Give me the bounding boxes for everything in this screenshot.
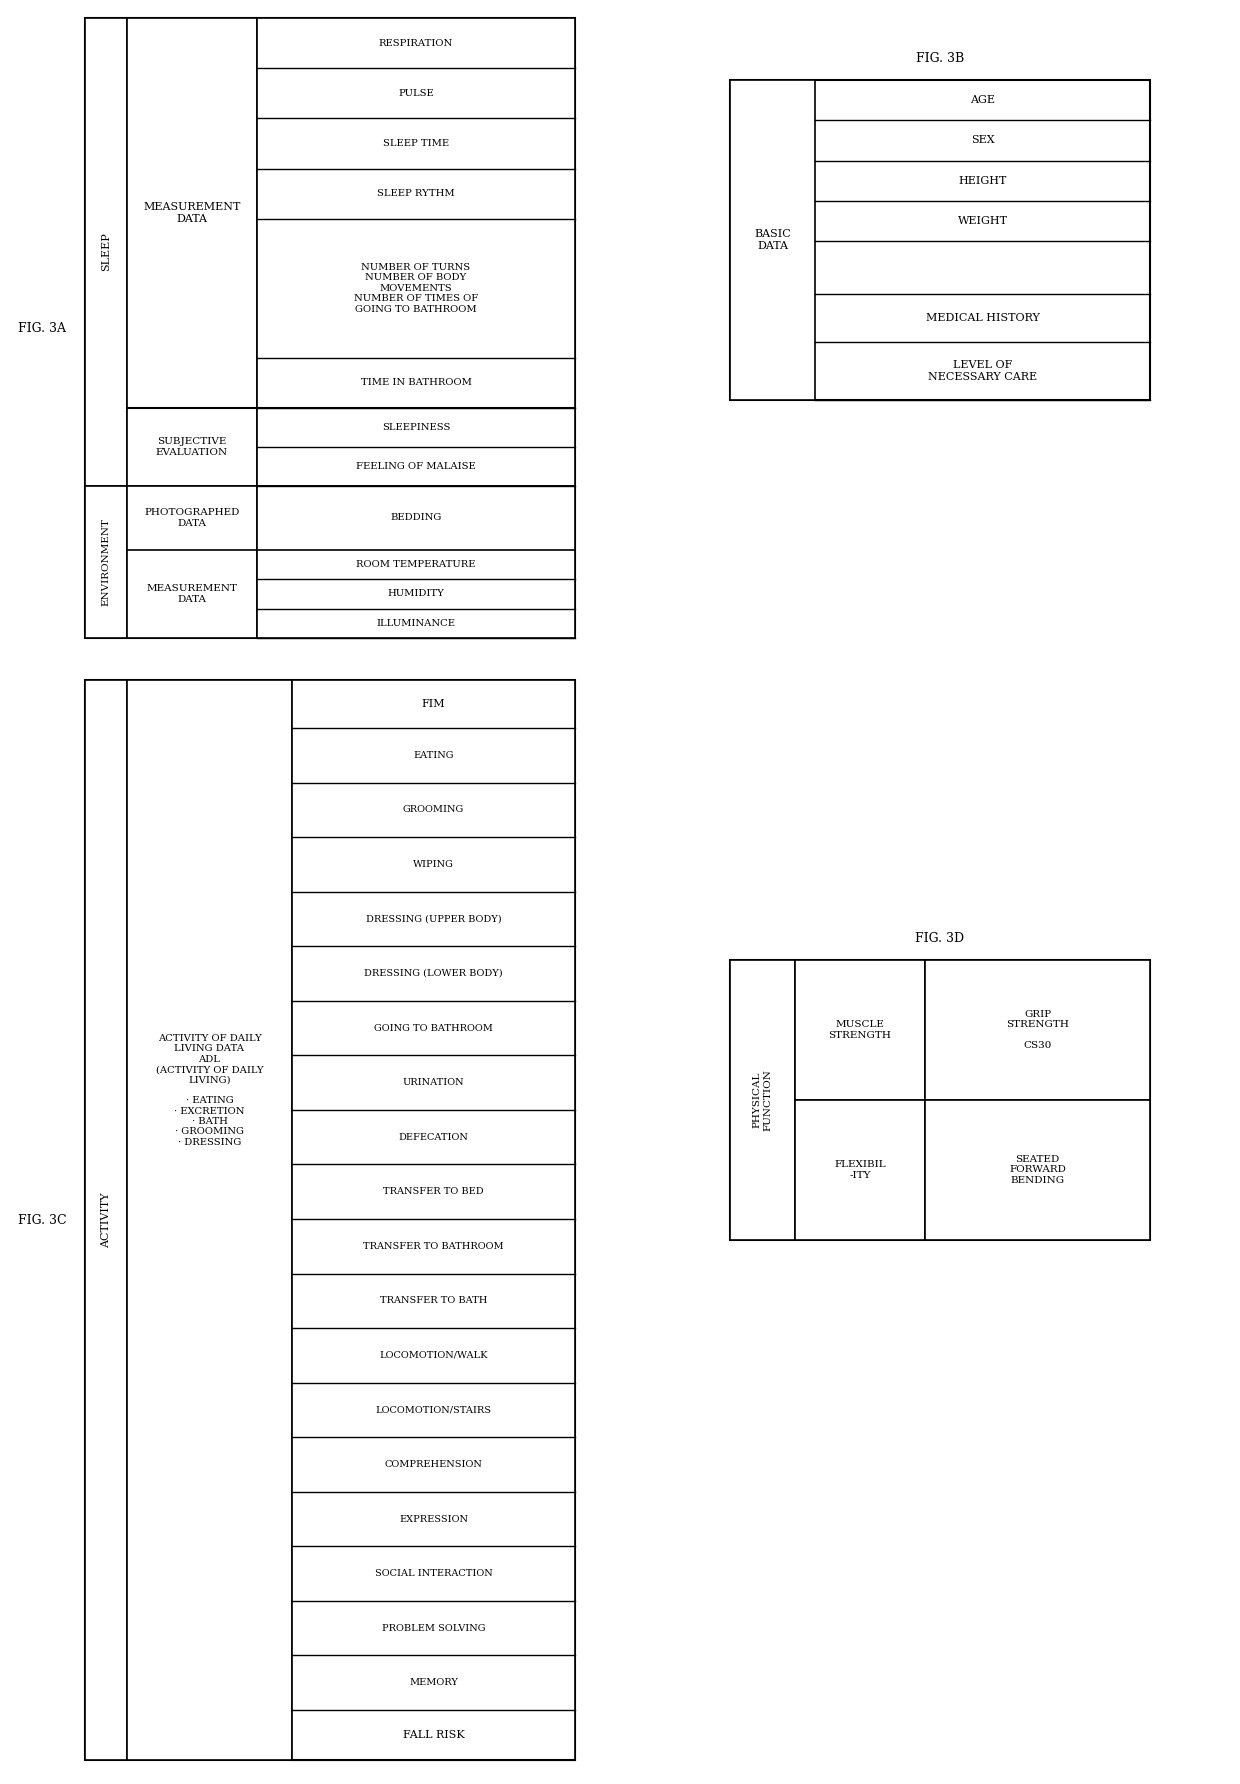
Text: AGE: AGE [970, 95, 994, 105]
Text: MUSCLE
STRENGTH: MUSCLE STRENGTH [828, 1020, 892, 1040]
Bar [86, 680, 126, 1761]
Text: SLEEP RYTHM: SLEEP RYTHM [377, 189, 455, 198]
Text: FLEXIBIL
-ITY: FLEXIBIL -ITY [835, 1160, 885, 1179]
Bar [291, 680, 575, 1761]
Text: SUBJECTIVE
EVALUATION: SUBJECTIVE EVALUATION [156, 437, 228, 457]
Text: TRANSFER TO BATHROOM: TRANSFER TO BATHROOM [363, 1242, 503, 1251]
Text: NUMBER OF TURNS
NUMBER OF BODY
MOVEMENTS
NUMBER OF TIMES OF
GOING TO BATHROOM: NUMBER OF TURNS NUMBER OF BODY MOVEMENTS… [353, 262, 479, 314]
Bar [86, 485, 126, 639]
Text: DRESSING (UPPER BODY): DRESSING (UPPER BODY) [366, 915, 501, 924]
Bar [730, 80, 815, 400]
Text: EATING: EATING [413, 751, 454, 760]
Bar [795, 960, 925, 1101]
Text: FIG. 3B: FIG. 3B [916, 52, 965, 64]
Text: HUMIDITY: HUMIDITY [388, 589, 444, 598]
Text: ENVIRONMENT: ENVIRONMENT [102, 517, 110, 607]
Text: GROOMING: GROOMING [403, 805, 464, 814]
Bar [126, 485, 257, 639]
Text: ILLUMINANCE: ILLUMINANCE [377, 619, 455, 628]
Bar [86, 18, 575, 639]
Text: GRIP
STRENGTH

CS30: GRIP STRENGTH CS30 [1006, 1010, 1069, 1051]
Text: MEDICAL HISTORY: MEDICAL HISTORY [925, 312, 1039, 323]
Text: PHYSICAL
FUNCTION: PHYSICAL FUNCTION [753, 1069, 773, 1131]
Text: FIG. 3D: FIG. 3D [915, 931, 965, 944]
Text: WEIGHT: WEIGHT [957, 216, 1007, 227]
Bar [257, 18, 575, 485]
Bar [925, 1101, 1149, 1240]
Text: GOING TO BATHROOM: GOING TO BATHROOM [374, 1024, 494, 1033]
Text: TIME IN BATHROOM: TIME IN BATHROOM [361, 378, 471, 387]
Text: PULSE: PULSE [398, 89, 434, 98]
Text: EXPRESSION: EXPRESSION [399, 1515, 467, 1524]
Text: ROOM TEMPERATURE: ROOM TEMPERATURE [356, 560, 476, 569]
Text: URINATION: URINATION [403, 1078, 464, 1086]
Text: SEX: SEX [971, 136, 994, 146]
Text: BASIC
DATA: BASIC DATA [754, 228, 791, 252]
Bar [257, 485, 575, 639]
Text: HEIGHT: HEIGHT [959, 175, 1007, 186]
Bar [126, 680, 291, 1761]
Text: SLEEP TIME: SLEEP TIME [383, 139, 449, 148]
Text: LOCOMOTION/WALK: LOCOMOTION/WALK [379, 1350, 487, 1359]
Text: TRANSFER TO BED: TRANSFER TO BED [383, 1186, 484, 1197]
Text: ACTIVITY: ACTIVITY [100, 1192, 112, 1247]
Text: MEMORY: MEMORY [409, 1679, 458, 1688]
Text: FIM: FIM [422, 699, 445, 708]
Text: ACTIVITY OF DAILY
LIVING DATA
ADL
(ACTIVITY OF DAILY
LIVING)

· EATING
· EXCRETI: ACTIVITY OF DAILY LIVING DATA ADL (ACTIV… [156, 1035, 263, 1147]
Text: BEDDING: BEDDING [391, 514, 441, 523]
Bar [86, 18, 126, 485]
Text: LEVEL OF
NECESSARY CARE: LEVEL OF NECESSARY CARE [928, 360, 1037, 382]
Text: SLEEPINESS: SLEEPINESS [382, 423, 450, 432]
Text: DEFECATION: DEFECATION [398, 1133, 469, 1142]
Text: SEATED
FORWARD
BENDING: SEATED FORWARD BENDING [1009, 1154, 1066, 1185]
Bar [730, 80, 1149, 400]
Bar [795, 1101, 925, 1240]
Text: MEASUREMENT
DATA: MEASUREMENT DATA [144, 202, 241, 223]
Text: FEELING OF MALAISE: FEELING OF MALAISE [356, 462, 476, 471]
Text: FIG. 3A: FIG. 3A [19, 321, 66, 335]
Text: PROBLEM SOLVING: PROBLEM SOLVING [382, 1623, 485, 1632]
Text: DRESSING (LOWER BODY): DRESSING (LOWER BODY) [365, 969, 502, 978]
Text: PHOTOGRAPHED
DATA: PHOTOGRAPHED DATA [144, 508, 239, 528]
Bar [730, 960, 1149, 1240]
Bar [86, 680, 575, 1761]
Text: FIG. 3C: FIG. 3C [17, 1213, 66, 1227]
Text: SLEEP: SLEEP [100, 232, 112, 271]
Text: WIPING: WIPING [413, 860, 454, 869]
Text: MEASUREMENT
DATA: MEASUREMENT DATA [146, 583, 238, 603]
Text: LOCOMOTION/STAIRS: LOCOMOTION/STAIRS [376, 1406, 491, 1415]
Bar [730, 960, 795, 1240]
Text: RESPIRATION: RESPIRATION [379, 39, 453, 48]
Bar [925, 960, 1149, 1101]
Bar [126, 18, 257, 485]
Text: SOCIAL INTERACTION: SOCIAL INTERACTION [374, 1570, 492, 1579]
Text: COMPREHENSION: COMPREHENSION [384, 1459, 482, 1468]
Text: FALL RISK: FALL RISK [403, 1730, 464, 1739]
Text: TRANSFER TO BATH: TRANSFER TO BATH [379, 1297, 487, 1306]
